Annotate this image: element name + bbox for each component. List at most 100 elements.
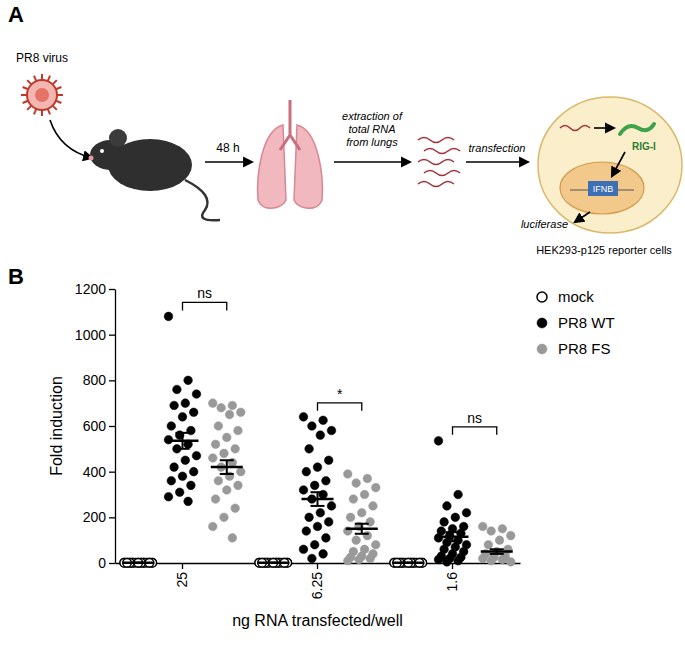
data-point <box>498 524 507 533</box>
lung-right <box>294 125 322 208</box>
x-tick-mark <box>317 563 318 569</box>
y-tick: 200 <box>83 509 115 525</box>
data-point <box>322 534 331 543</box>
data-point <box>299 413 308 422</box>
data-point <box>234 426 243 435</box>
data-point <box>454 556 463 565</box>
x-tick-label: 1.6 <box>444 572 460 592</box>
y-tick-mark <box>109 289 115 290</box>
panel-label: B <box>8 264 24 289</box>
data-point <box>327 502 336 511</box>
data-point <box>324 456 333 465</box>
data-point <box>220 449 229 458</box>
data-point <box>310 540 319 549</box>
rna-strand <box>418 182 454 187</box>
mean-line <box>437 535 469 538</box>
data-point <box>322 477 331 486</box>
x-tick: 25 <box>174 563 190 588</box>
y-axis: 020040060080010001200 <box>75 281 116 571</box>
x-axis-title: ng RNA transfected/well <box>232 612 403 629</box>
data-point <box>346 513 355 522</box>
extraction-label: extraction of <box>342 110 403 122</box>
data-point <box>187 481 196 490</box>
data-point <box>220 513 229 522</box>
data-point <box>236 467 245 476</box>
y-tick-label: 600 <box>83 418 107 434</box>
mean-line <box>346 528 378 531</box>
mouse-eye <box>100 149 104 153</box>
data-point <box>228 534 237 543</box>
y-tick-mark <box>109 517 115 518</box>
legend-label: PR8 WT <box>558 314 615 331</box>
mean-line <box>257 562 289 565</box>
data-point <box>208 454 217 463</box>
error-cap <box>446 531 460 533</box>
data-point <box>305 513 314 522</box>
data-point <box>484 540 493 549</box>
y-tick: 1000 <box>75 327 115 343</box>
data-point <box>355 555 364 564</box>
y-tick: 0 <box>98 555 115 571</box>
arrow-signal <box>612 152 625 176</box>
mean-line <box>302 498 334 501</box>
x-tick-mark <box>452 563 453 569</box>
data-point <box>327 426 336 435</box>
legend-label: PR8 FS <box>558 340 611 357</box>
arrow-infect <box>50 120 92 158</box>
rna-strand <box>418 138 454 143</box>
error-cap <box>490 553 504 555</box>
significance-label: ns <box>197 285 212 301</box>
lung-left <box>258 125 286 208</box>
sensor-label: RIG-I <box>632 141 656 152</box>
data-point <box>349 495 358 504</box>
data-point <box>178 472 187 481</box>
data-point <box>173 385 182 394</box>
mean-line <box>392 562 424 565</box>
data-point <box>434 437 443 446</box>
data-point <box>440 518 449 527</box>
significance-label: ns <box>467 410 482 426</box>
data-point <box>170 463 179 472</box>
data-point <box>167 422 176 431</box>
data-point <box>189 467 198 476</box>
data-point <box>164 492 173 501</box>
data-point <box>316 508 325 517</box>
data-point <box>343 556 352 565</box>
data-point <box>478 522 487 531</box>
y-tick: 800 <box>83 372 115 388</box>
data-point <box>478 554 487 563</box>
data-point <box>208 522 217 531</box>
y-tick-label: 0 <box>98 555 106 571</box>
data-point <box>164 312 173 321</box>
data-point <box>310 481 319 490</box>
figure: ABPR8 virus48 hextraction oftotal RNAfro… <box>0 0 685 646</box>
data-point <box>184 497 193 506</box>
virus-icon <box>21 74 63 116</box>
gene-box <box>588 181 618 196</box>
data-point <box>189 408 198 417</box>
data-point <box>316 431 325 440</box>
data-point <box>434 555 443 564</box>
y-tick-mark <box>109 472 115 473</box>
panel-label: A <box>8 2 24 27</box>
arrow-time <box>205 161 252 163</box>
data-point <box>371 540 380 549</box>
data-point <box>506 558 515 567</box>
data-point <box>319 550 328 559</box>
data-point <box>208 399 217 408</box>
arrow-transfect <box>466 161 528 163</box>
data-point <box>211 440 220 449</box>
data-point <box>211 495 220 504</box>
data-point <box>184 376 193 385</box>
y-axis-line <box>115 290 116 564</box>
x-tick-mark <box>182 563 183 569</box>
mean-line <box>167 440 199 443</box>
data-point <box>167 477 176 486</box>
series <box>164 312 471 566</box>
data-point <box>363 474 372 483</box>
mouse-tail <box>185 180 220 220</box>
virus-label: PR8 virus <box>16 51 68 65</box>
error-cap <box>220 459 234 461</box>
error-cap <box>176 432 190 434</box>
y-tick-label: 1200 <box>75 281 106 297</box>
